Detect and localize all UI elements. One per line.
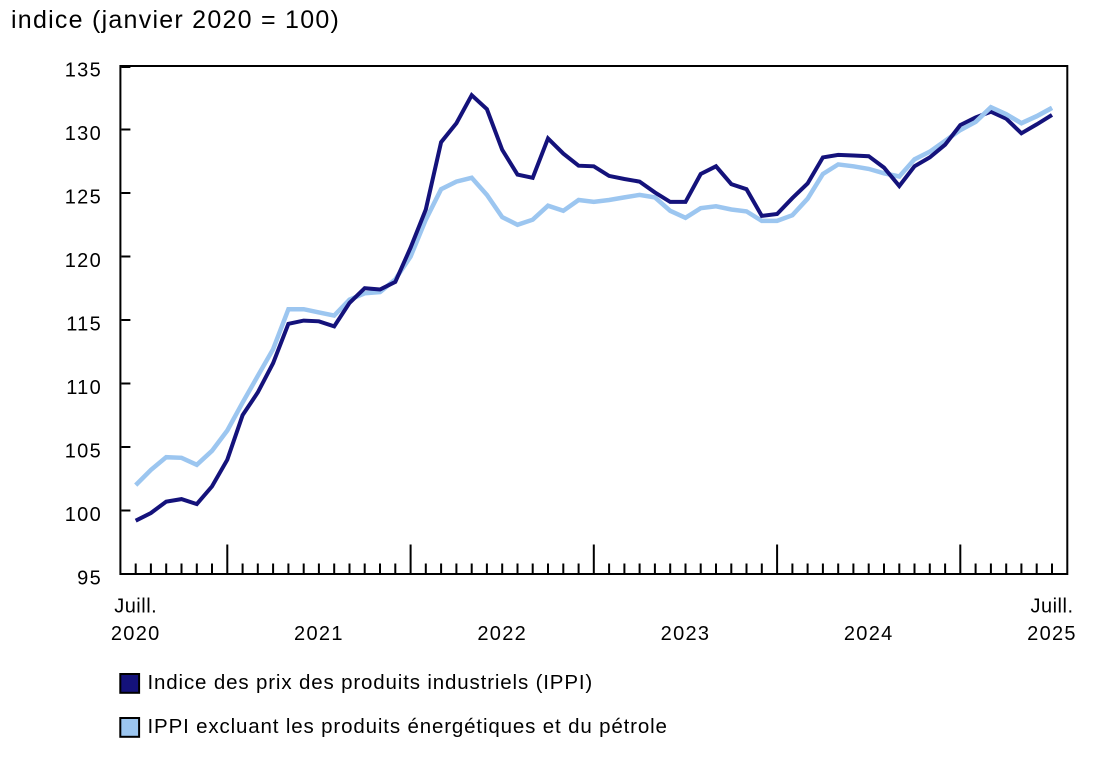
svg-text:110: 110 [66,377,102,399]
svg-text:2021: 2021 [294,623,344,645]
svg-text:IPPI excluant les produits éne: IPPI excluant les produits énergétiques … [148,715,668,738]
svg-text:Juill.: Juill. [114,596,157,618]
svg-text:120: 120 [65,250,102,272]
svg-text:Juill.: Juill. [1030,596,1073,618]
svg-text:115: 115 [66,313,102,335]
svg-text:2025: 2025 [1027,623,1077,645]
svg-text:2024: 2024 [844,623,894,645]
svg-text:135: 135 [65,59,102,81]
svg-text:Indice des prix des produits i: Indice des prix des produits industriels… [148,671,594,694]
svg-text:130: 130 [65,123,102,145]
svg-text:105: 105 [65,440,102,462]
svg-text:2020: 2020 [111,623,161,645]
svg-text:95: 95 [77,567,102,589]
svg-text:100: 100 [65,504,102,526]
svg-text:125: 125 [65,186,102,208]
svg-text:2022: 2022 [477,623,527,645]
svg-text:2023: 2023 [661,623,711,645]
